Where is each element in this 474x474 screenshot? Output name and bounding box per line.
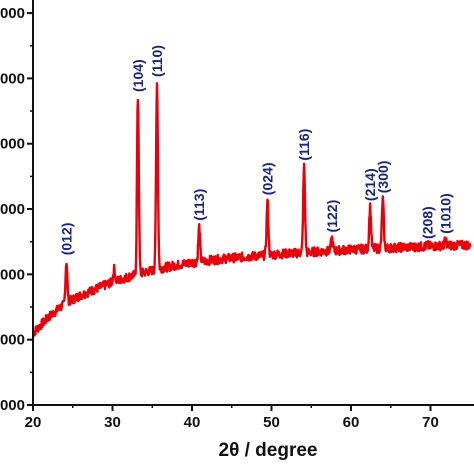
peak-label: (116) (296, 129, 312, 161)
y-ticks: 000 000 000 000 000 000 000 (0, 5, 33, 414)
peak-label: (110) (149, 45, 165, 77)
x-tick-label: 70 (422, 414, 439, 431)
peak-label: (300) (375, 161, 391, 194)
peak-label: (113) (191, 189, 207, 221)
y-tick-label: 000 (0, 201, 25, 218)
y-tick-label: 000 (0, 5, 25, 22)
x-tick-label: 60 (343, 414, 360, 431)
series-line (33, 82, 472, 337)
peak-label: (1010) (438, 193, 454, 233)
x-tick-label: 20 (25, 414, 42, 431)
x-tick-label: 40 (184, 414, 201, 431)
x-tick-label: 50 (263, 414, 280, 431)
y-tick-label: 000 (0, 397, 25, 414)
peak-label: (214) (362, 168, 378, 201)
x-axis-label: 2θ / degree (219, 440, 318, 461)
peak-label: (208) (419, 206, 435, 239)
peak-label: (104) (130, 59, 146, 92)
y-tick-label: 000 (0, 70, 25, 87)
peak-label: (122) (324, 200, 340, 233)
x-ticks: 20 30 40 50 60 70 (25, 405, 439, 431)
y-tick-label: 000 (0, 332, 25, 349)
peak-label: (012) (58, 223, 74, 256)
peak-labels: (012) (104) (110) (113) (024) (116) (122) (214)… (58, 45, 453, 255)
axes (32, 0, 474, 406)
x-tick-label: 30 (104, 414, 121, 431)
peak-label: (024) (260, 163, 276, 196)
plot-area (33, 82, 472, 337)
y-tick-label: 000 (0, 136, 25, 153)
y-tick-label: 000 (0, 266, 25, 283)
